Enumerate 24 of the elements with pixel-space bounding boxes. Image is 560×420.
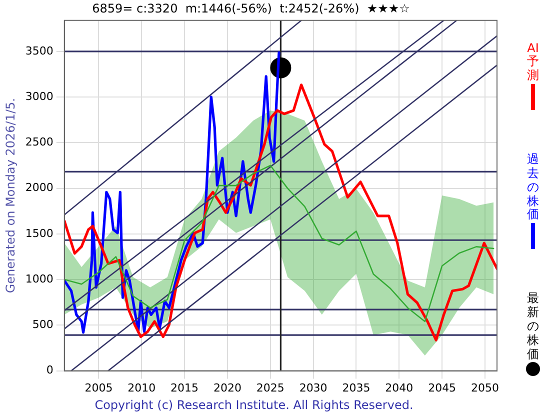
chart-title: 6859= c:3320 m:1446(-56%) t:2452(-26%) ★★★☆ xyxy=(92,1,410,16)
x-tick-label: 2030 xyxy=(299,381,328,394)
x-tick-label: 2015 xyxy=(170,381,199,394)
y-tick-label: 0 xyxy=(46,364,54,377)
y-tick-label: 3500 xyxy=(25,44,54,58)
text: AI予測 xyxy=(526,40,540,83)
x-tick-label: 2010 xyxy=(128,381,156,394)
x-tick-label: 2035 xyxy=(342,381,370,394)
y-axis-title: Generated on Monday 2026/1/5. xyxy=(3,98,18,294)
text: 最新の株価 xyxy=(526,291,540,362)
x-tick-label: 2045 xyxy=(428,381,456,394)
y-tick-label: 500 xyxy=(32,318,54,332)
x-tick-label: 2050 xyxy=(470,381,499,394)
text: Copyright (c) Research Institute. All Rights Reserved. xyxy=(94,398,414,412)
y-tick-label: 2500 xyxy=(25,136,54,149)
text: 過去の株価 xyxy=(526,152,540,222)
x-tick-label: 2005 xyxy=(84,381,113,394)
x-tick-label: 2025 xyxy=(256,381,284,394)
x-tick-label: 2020 xyxy=(213,381,242,394)
y-tick-label: 1000 xyxy=(25,272,54,286)
y-tick-label: 1500 xyxy=(25,226,54,240)
x-tick-label: 2040 xyxy=(385,381,414,394)
y-tick-label: 2000 xyxy=(25,181,54,194)
y-tick-label: 3000 xyxy=(25,90,54,103)
